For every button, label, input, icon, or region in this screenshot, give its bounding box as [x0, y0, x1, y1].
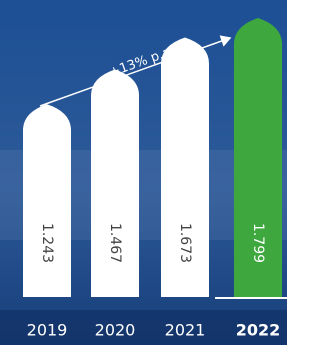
x-tick-label: 2021	[165, 321, 206, 340]
value-label: 1.799	[250, 223, 266, 263]
chart: +13% p.a. 1.24320191.46720201.67320211.7…	[0, 0, 287, 345]
value-label: 1.467	[107, 223, 123, 263]
x-tick-label: 2019	[27, 321, 68, 340]
value-label: 1.243	[39, 223, 55, 263]
x-tick-label: 2022	[236, 321, 281, 340]
bar	[23, 104, 71, 297]
value-label: 1.673	[177, 223, 193, 263]
x-tick-label: 2020	[95, 321, 136, 340]
